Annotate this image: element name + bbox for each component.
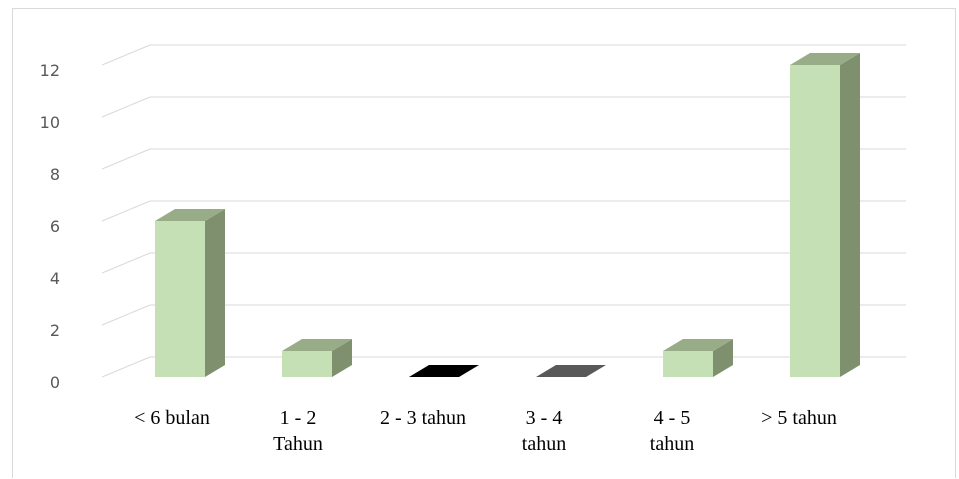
bar-front [155,221,205,377]
x-tick-label: > 5 tahun [761,407,837,429]
x-tick-label: < 6 bulan [134,407,210,429]
gridlines [101,44,906,378]
bar-front [790,65,840,377]
bar [282,339,352,377]
x-axis-ticks: < 6 bulan 1 - 2 Tahun 2 - 3 tahun 3 - 4 tahun… [134,407,837,455]
bar-top [282,339,352,351]
x-tick-label-line: tahun [522,433,566,455]
bar [663,339,733,377]
bar-top [155,209,225,221]
x-tick-label-line: tahun [650,433,694,455]
bar-front [663,351,713,377]
x-tick-label: 3 - 4 tahun [522,407,566,455]
bar-side [713,339,733,377]
bars [155,53,860,377]
x-tick-label: 4 - 5 tahun [650,407,694,455]
bar-side [332,339,352,377]
gridline-depth [101,148,151,170]
y-tick-label: 6 [50,217,60,236]
bar [155,209,225,377]
gridline-depth [101,252,151,274]
gridline-depth [101,200,151,222]
y-tick-label: 8 [50,165,60,184]
x-tick-label-line: 2 - 3 tahun [380,407,466,429]
y-axis-ticks: 0 2 4 6 8 10 12 [40,61,60,392]
bar [536,365,606,377]
bar-front [282,351,332,377]
bar-side [840,53,860,377]
bar-side [205,209,225,377]
y-tick-label: 4 [50,269,60,288]
gridline-depth [101,356,151,378]
bar-top [663,339,733,351]
y-tick-label: 10 [40,113,60,132]
x-tick-label: 2 - 3 tahun [380,407,466,429]
x-tick-label-line: 3 - 4 [526,407,563,429]
bar [790,53,860,377]
y-tick-label: 0 [50,373,60,392]
bar [409,365,479,377]
bar-top [790,53,860,65]
x-tick-label-line: 1 - 2 [280,407,317,429]
gridline-depth [101,304,151,326]
y-tick-label: 12 [40,61,60,80]
gridline-depth [101,96,151,118]
x-tick-label-line: > 5 tahun [761,407,837,429]
gridline-depth [101,44,151,66]
x-tick-label-line: < 6 bulan [134,407,210,429]
x-tick-label: 1 - 2 Tahun [273,407,323,455]
y-tick-label: 2 [50,321,60,340]
x-tick-label-line: 4 - 5 [654,407,691,429]
x-tick-label-line: Tahun [273,433,323,455]
